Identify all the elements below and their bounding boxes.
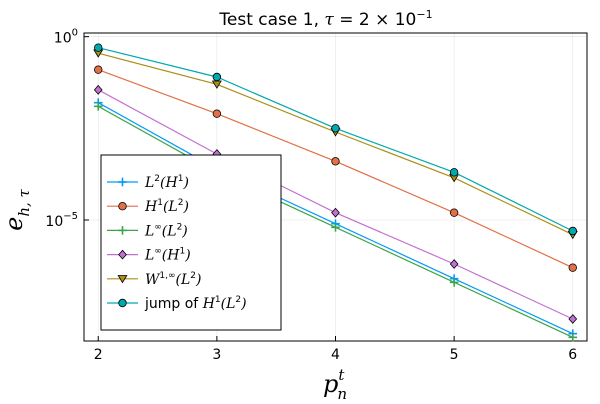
legend-marker — [118, 201, 127, 211]
data-point — [331, 157, 340, 166]
data-point — [331, 223, 340, 232]
y-tick-label: 100 — [54, 28, 78, 47]
x-tick-label: 2 — [94, 347, 103, 363]
legend-label: W1,∞(L2) — [145, 271, 201, 288]
data-point — [568, 314, 578, 324]
data-point — [449, 208, 459, 217]
legend-marker — [118, 226, 127, 235]
legend-label: L∞(H1) — [144, 247, 191, 264]
legend-label: L2(H1) — [144, 174, 189, 191]
legend-label: H1(L2) — [144, 198, 189, 215]
series-1 — [94, 65, 577, 272]
legend-marker — [117, 275, 128, 284]
y-tick-label: 10−5 — [45, 211, 78, 230]
data-point — [94, 65, 103, 74]
x-tick-label: 5 — [450, 347, 459, 363]
y-axis-ticks: 100 10−5 — [45, 28, 89, 230]
y-axis-label: eh, τ — [0, 188, 33, 230]
data-point — [449, 259, 459, 269]
legend-label: L∞(L2) — [144, 222, 188, 239]
legend-marker — [118, 177, 127, 187]
legend-marker — [118, 249, 127, 260]
legend-label: jump of H1(L2) — [144, 295, 247, 312]
data-point — [93, 84, 103, 95]
legend-marker — [118, 298, 127, 308]
data-point — [331, 207, 340, 218]
data-point — [568, 333, 578, 342]
data-point — [331, 124, 340, 133]
x-tick-label: 6 — [568, 347, 577, 363]
data-point — [568, 226, 577, 236]
data-point — [93, 102, 103, 111]
legend-entry: H1(L2) — [107, 198, 189, 215]
data-point — [212, 72, 222, 82]
x-axis-label: pt n — [323, 366, 347, 400]
legend-entry: L∞(L2) — [107, 222, 188, 239]
legend-entry: jump of H1(L2) — [107, 295, 247, 312]
x-tick-label: 4 — [331, 347, 340, 363]
x-tick-label: 3 — [212, 347, 221, 363]
legend-entry: L∞(H1) — [107, 247, 191, 264]
chart-title: Test case 1, τ = 2 × 10−1 — [218, 8, 432, 30]
legend-box — [100, 154, 282, 331]
legend-entry: L2(H1) — [107, 174, 189, 191]
data-point — [568, 263, 577, 272]
legend-entry: W1,∞(L2) — [107, 271, 201, 288]
series-5 — [94, 43, 577, 236]
x-axis-ticks: 2 3 4 5 6 — [94, 336, 577, 363]
legend: L2(H1) H1(L2) L∞(L2) L∞(H1) W1,∞(L2) jump of … — [100, 154, 282, 331]
data-point — [211, 80, 222, 89]
series-layer — [93, 43, 578, 342]
data-point — [449, 278, 459, 287]
series-3 — [93, 84, 578, 324]
data-point — [94, 43, 103, 52]
data-point — [212, 109, 222, 118]
data-point — [449, 168, 459, 177]
